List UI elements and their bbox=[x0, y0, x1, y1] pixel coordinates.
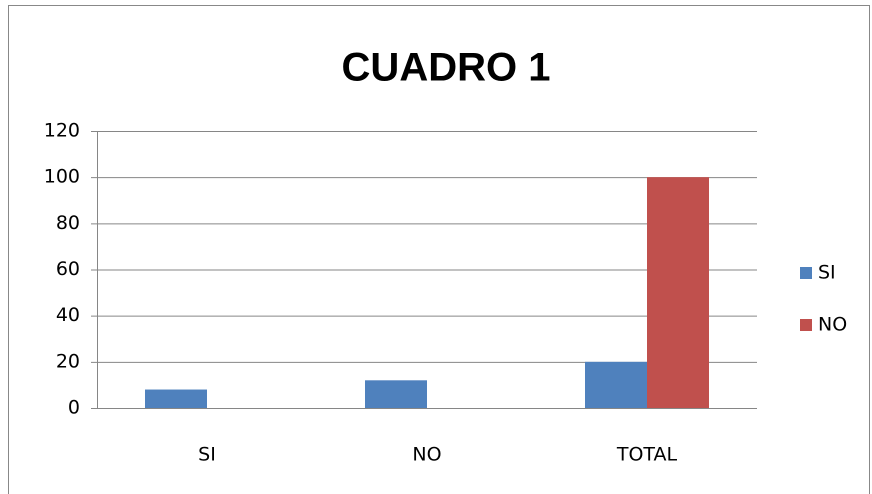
y-tick-label: 40 bbox=[56, 304, 80, 326]
y-tick-label: 60 bbox=[56, 258, 80, 280]
bar bbox=[145, 389, 207, 408]
y-tick-label: 120 bbox=[44, 120, 80, 142]
chart-frame bbox=[8, 5, 870, 494]
legend-label: SI bbox=[818, 262, 836, 284]
y-tick-label: 100 bbox=[44, 166, 80, 188]
y-tick-label: 80 bbox=[56, 212, 80, 234]
bar bbox=[365, 380, 427, 408]
bar bbox=[647, 177, 709, 408]
legend-label: NO bbox=[818, 314, 847, 336]
x-tick-label: TOTAL bbox=[616, 444, 678, 466]
chart-title: CUADRO 1 bbox=[342, 46, 551, 90]
x-tick-label: NO bbox=[412, 444, 441, 466]
x-tick-label: SI bbox=[198, 444, 216, 466]
y-tick-label: 20 bbox=[56, 350, 80, 372]
legend-swatch bbox=[800, 267, 812, 279]
bar bbox=[585, 361, 647, 408]
legend-swatch bbox=[800, 319, 812, 331]
y-tick-label: 0 bbox=[68, 397, 80, 419]
